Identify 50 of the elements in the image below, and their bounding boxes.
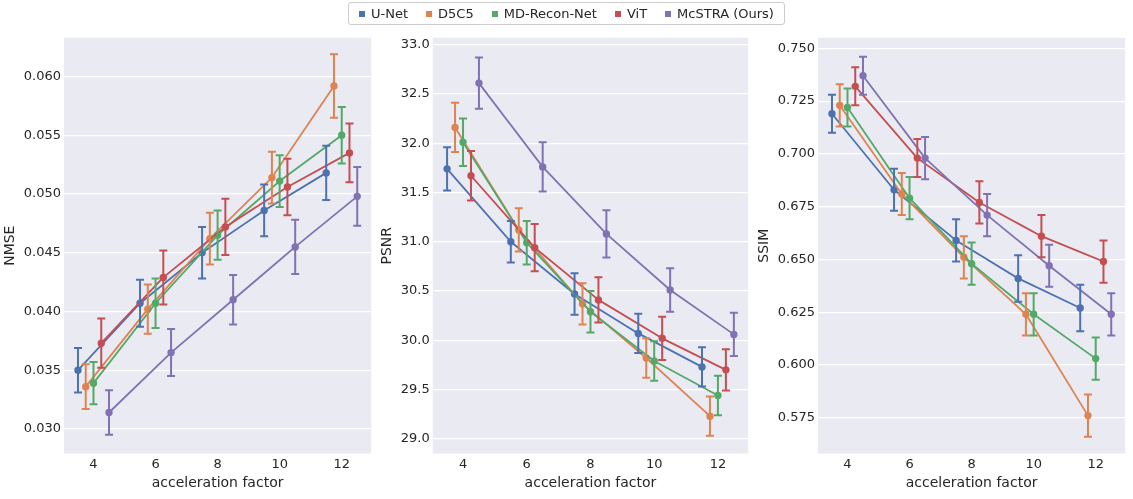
y-axis-title: SSIM — [755, 228, 772, 263]
x-tick-label: 4 — [458, 455, 468, 471]
y-tick-label: 29.0 — [400, 430, 430, 446]
y-tick-label: 30.5 — [400, 282, 430, 298]
legend-label: ViT — [626, 6, 648, 21]
x-tick-label: 12 — [709, 455, 727, 471]
y-tick-label: 0.045 — [23, 244, 62, 260]
x-tick-label: 10 — [271, 455, 288, 471]
x-tick-label: 8 — [967, 455, 976, 471]
x-tick-label: 6 — [151, 455, 160, 471]
x-tick-label: 6 — [522, 455, 531, 471]
y-tick-label: 0.055 — [23, 126, 62, 142]
y-tick-label: 0.625 — [777, 303, 816, 319]
y-tick-label: 0.750 — [777, 39, 816, 55]
legend-label: McSTRA (Ours) — [677, 6, 774, 21]
y-tick-label: 0.575 — [777, 409, 816, 425]
y-tick-label: 0.600 — [777, 356, 816, 372]
x-tick-label: 8 — [213, 455, 222, 471]
y-tick-label: 31.5 — [400, 183, 430, 199]
y-tick-label: 0.700 — [777, 145, 816, 161]
y-tick-label: 0.030 — [23, 420, 62, 436]
x-tick-label: 12 — [1087, 455, 1104, 471]
y-tick-label: 31.0 — [400, 233, 430, 249]
legend-label: U-Net — [371, 6, 409, 21]
x-tick-label: 4 — [89, 455, 98, 471]
y-tick-label: 0.060 — [23, 67, 62, 83]
y-tick-label: 0.040 — [23, 302, 62, 318]
x-tick-label: 10 — [1025, 455, 1042, 471]
x-tick-label: 8 — [586, 455, 595, 471]
y-tick-label: 0.035 — [23, 361, 62, 377]
x-tick-label: 4 — [843, 455, 852, 471]
x-tick-label: 12 — [333, 455, 350, 471]
y-axis-title: NMSE — [1, 225, 18, 266]
y-axis-title: PSNR — [378, 226, 395, 265]
y-tick-label: 33.0 — [400, 36, 430, 52]
x-axis-title: acceleration factor — [905, 474, 1038, 491]
y-tick-label: 32.5 — [400, 85, 430, 101]
y-tick-label: 0.050 — [23, 185, 62, 201]
x-axis-title: acceleration factor — [151, 474, 284, 491]
y-tick-label: 0.650 — [777, 250, 816, 266]
y-tick-label: 29.5 — [400, 380, 430, 396]
y-tick-label: 30.0 — [400, 331, 430, 347]
legend-label: D5C5 — [438, 6, 474, 21]
y-tick-label: 0.725 — [777, 92, 816, 108]
x-tick-label: 10 — [645, 455, 663, 471]
legend-label: MD-Recon-Net — [503, 6, 597, 21]
y-tick-label: 0.675 — [777, 198, 816, 214]
y-tick-label: 32.0 — [400, 134, 430, 150]
x-tick-label: 6 — [905, 455, 914, 471]
x-axis-title: acceleration factor — [524, 474, 657, 491]
